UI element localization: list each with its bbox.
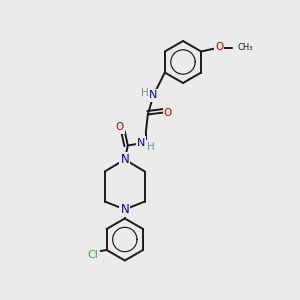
Text: N: N [148,91,157,100]
Text: O: O [215,43,223,52]
Text: O: O [116,122,124,133]
Text: CH₃: CH₃ [237,43,253,52]
Text: N: N [120,153,129,166]
Text: H: H [147,142,155,152]
Text: Cl: Cl [87,250,98,260]
Text: H: H [141,88,149,98]
Text: N: N [136,137,145,148]
Text: N: N [120,203,129,216]
Text: O: O [164,107,172,118]
